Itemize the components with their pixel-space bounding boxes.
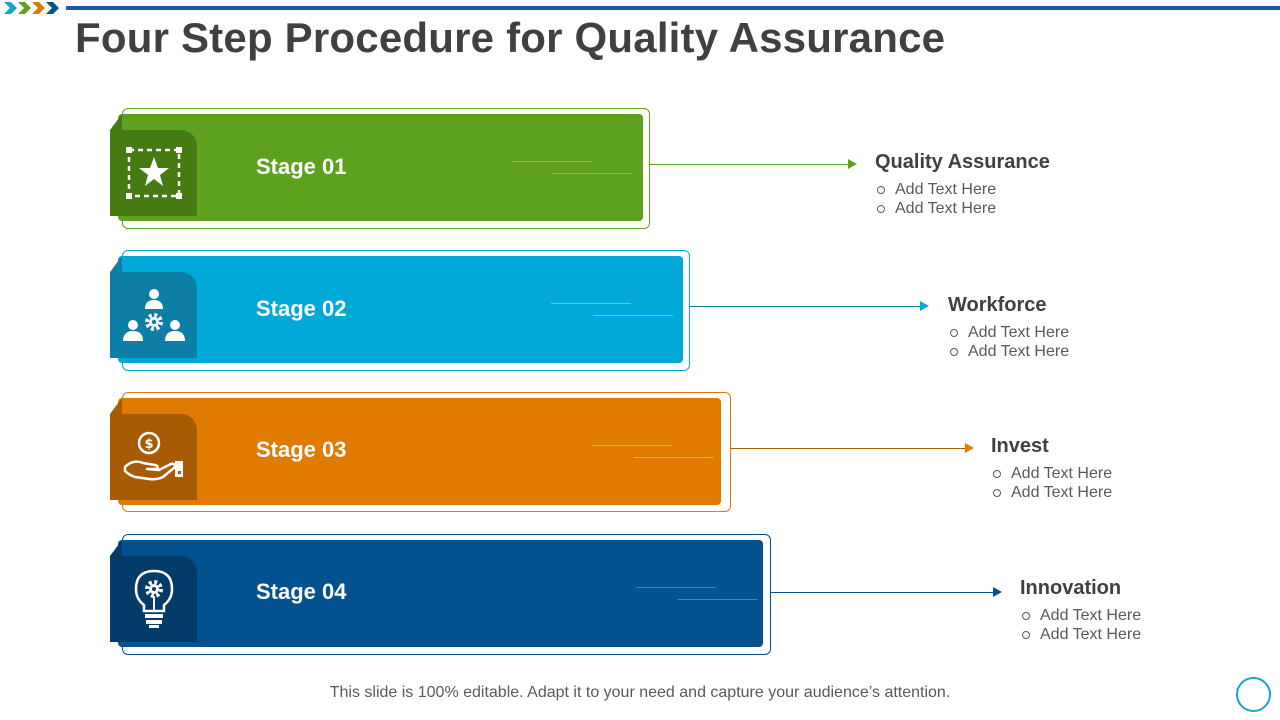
- list-item-text: Add Text Here: [1040, 626, 1142, 643]
- stage-bullet-list: Add Text Here Add Text Here: [1020, 606, 1141, 644]
- connector-line: [650, 164, 850, 165]
- stage-fold: [110, 114, 122, 130]
- stage-heading: Quality Assurance: [875, 151, 1050, 173]
- list-item-text: Add Text Here: [1040, 607, 1142, 624]
- stage-bar[interactable]: [118, 114, 643, 221]
- bullet-circle-icon: [950, 328, 958, 337]
- list-item: Add Text Here: [991, 464, 1112, 483]
- connector-line: [771, 592, 995, 593]
- bullet-circle-icon: [993, 469, 1001, 478]
- stage-icon-box: [110, 272, 197, 358]
- bullet-circle-icon: [1022, 611, 1030, 620]
- connector-line: [731, 448, 967, 449]
- list-item: Add Text Here: [948, 323, 1069, 342]
- decorative-line: [677, 599, 757, 600]
- list-item: Add Text Here: [948, 342, 1069, 361]
- decorative-line: [593, 445, 673, 446]
- team-gear-icon: [122, 289, 185, 341]
- stage-label: Stage 01: [256, 154, 347, 179]
- list-item-text: Add Text Here: [1011, 484, 1113, 501]
- connector-arrow-icon: [965, 443, 974, 453]
- stage-label: Stage 04: [256, 579, 347, 604]
- stage-info: Innovation Add Text Here Add Text Here: [1020, 577, 1141, 644]
- connector-arrow-icon: [848, 159, 857, 169]
- stage-bar[interactable]: [118, 540, 763, 647]
- stage-fold: [110, 398, 122, 414]
- lightbulb-gear-icon: [134, 569, 173, 628]
- list-item: Add Text Here: [991, 483, 1112, 502]
- list-item-text: Add Text Here: [968, 343, 1070, 360]
- header-accent-line: [66, 6, 1280, 10]
- list-item-text: Add Text Here: [895, 200, 997, 217]
- hand-coin-icon: $: [123, 431, 183, 481]
- decorative-line: [593, 315, 673, 316]
- connector-arrow-icon: [993, 587, 1002, 597]
- stage-info: Invest Add Text Here Add Text Here: [991, 435, 1112, 502]
- page-title: Four Step Procedure for Quality Assuranc…: [75, 14, 946, 61]
- stage-bullet-list: Add Text Here Add Text Here: [991, 464, 1112, 502]
- stage-heading: Innovation: [1020, 577, 1122, 599]
- stage-label: Stage 02: [256, 296, 347, 321]
- stage-label: Stage 03: [256, 437, 347, 462]
- stage-bar[interactable]: [118, 256, 683, 363]
- decorative-line: [553, 173, 633, 174]
- list-item-text: Add Text Here: [968, 324, 1070, 341]
- bullet-circle-icon: [877, 185, 885, 194]
- decorative-line: [636, 587, 716, 588]
- stage-heading: Invest: [991, 435, 1049, 457]
- stage-info: Workforce Add Text Here Add Text Here: [948, 294, 1069, 361]
- list-item: Add Text Here: [1020, 625, 1141, 644]
- stage-bullet-list: Add Text Here Add Text Here: [948, 323, 1069, 361]
- bullet-circle-icon: [950, 347, 958, 356]
- stage-fold: [110, 540, 122, 556]
- connector-line: [690, 306, 922, 307]
- bullet-circle-icon: [877, 204, 885, 213]
- stage-bar[interactable]: [118, 398, 721, 505]
- list-item-text: Add Text Here: [1011, 465, 1113, 482]
- bullet-circle-icon: [993, 488, 1001, 497]
- list-item: Add Text Here: [1020, 606, 1141, 625]
- svg-text:$: $: [144, 437, 153, 452]
- list-item: Add Text Here: [875, 180, 1050, 199]
- list-item-text: Add Text Here: [895, 181, 997, 198]
- bullet-circle-icon: [1022, 630, 1030, 639]
- footer-note: This slide is 100% editable. Adapt it to…: [329, 684, 951, 701]
- list-item: Add Text Here: [875, 199, 1050, 218]
- stage-fold: [110, 256, 122, 272]
- stage-bullet-list: Add Text Here Add Text Here: [875, 180, 1050, 218]
- decorative-line: [634, 457, 714, 458]
- corner-circle-icon: [1236, 677, 1271, 712]
- stage-icon-box: [110, 130, 197, 216]
- star-frame-icon: [125, 147, 182, 199]
- connector-arrow-icon: [920, 301, 929, 311]
- decorative-line: [551, 303, 631, 304]
- stage-heading: Workforce: [948, 294, 1047, 316]
- decorative-line: [513, 161, 593, 162]
- stage-info: Quality Assurance Add Text Here Add Text…: [875, 151, 1050, 218]
- header-chevrons-icon: [4, 2, 59, 14]
- stage-icon-box: [110, 556, 197, 642]
- stage-icon-box: $: [110, 414, 197, 500]
